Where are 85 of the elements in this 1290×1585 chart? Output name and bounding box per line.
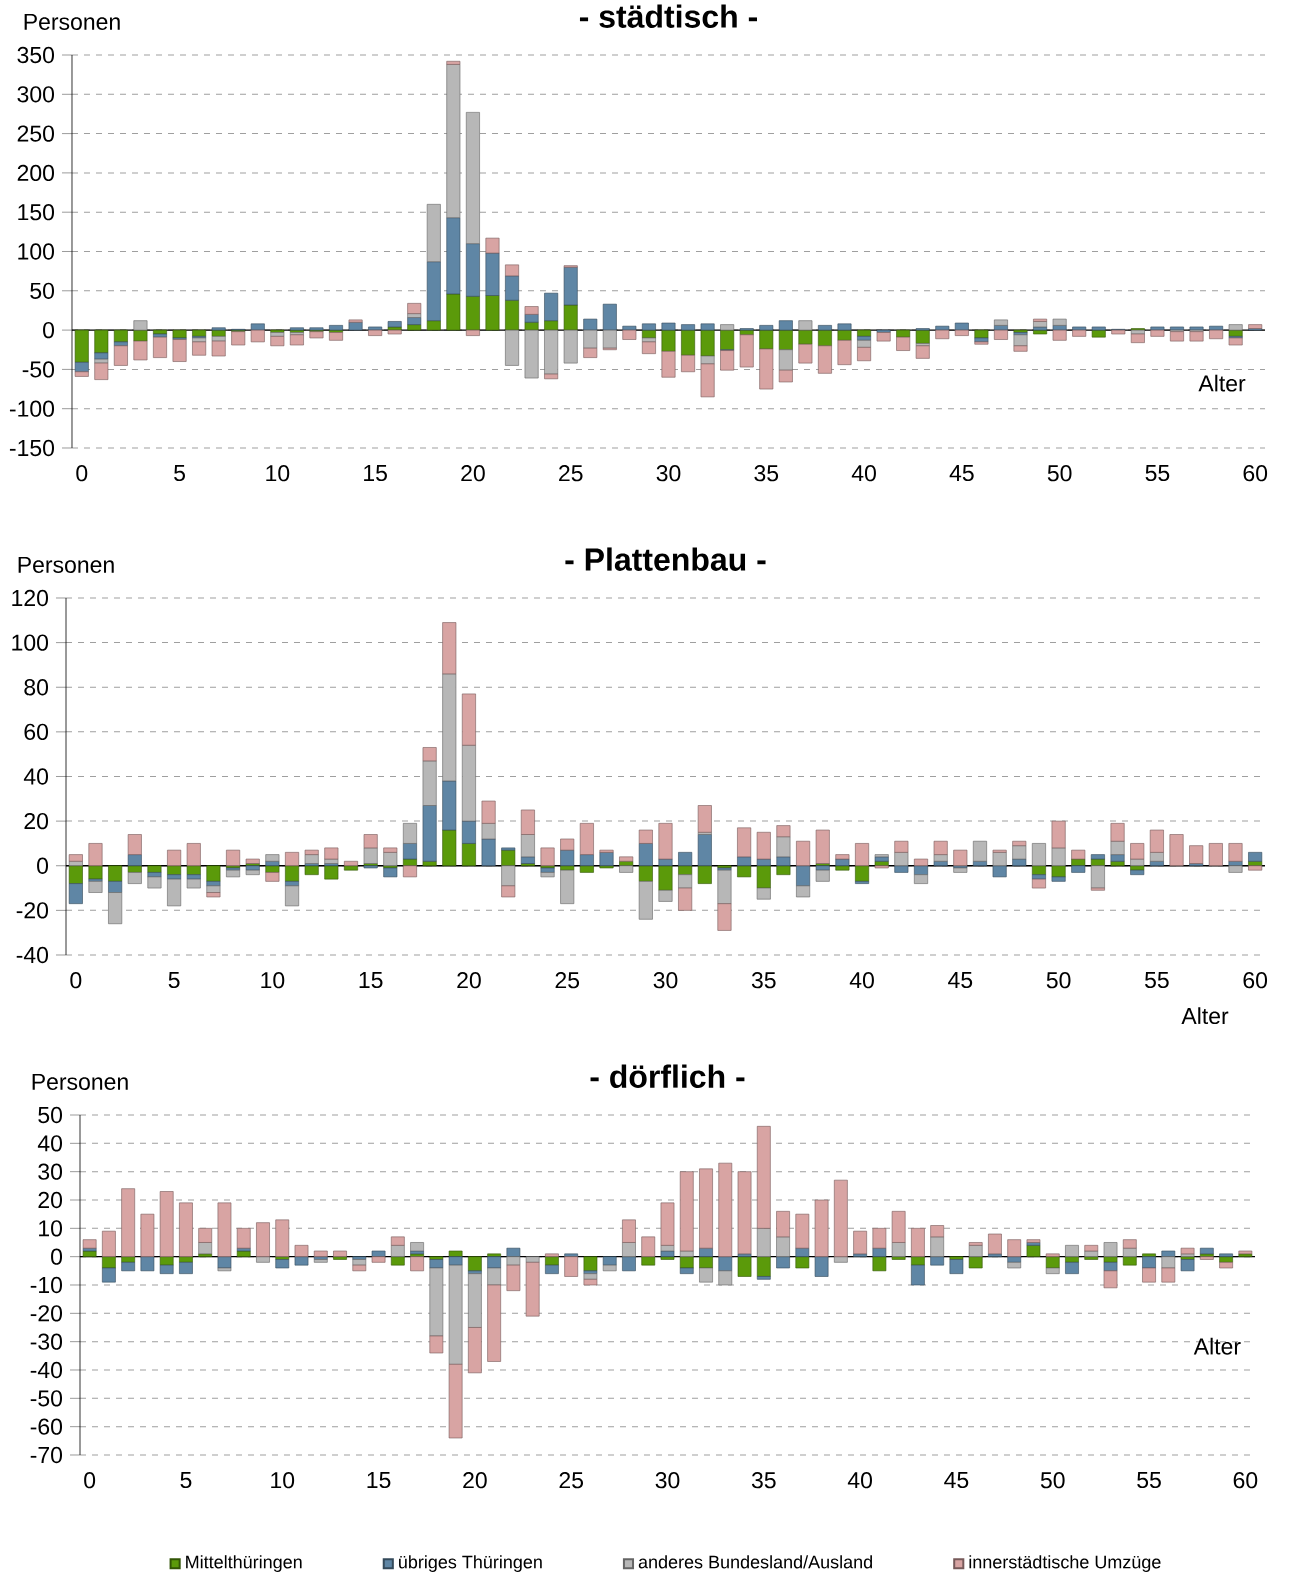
chart-title: - Plattenbau - bbox=[565, 547, 766, 571]
x-tick-label: 35 bbox=[754, 465, 779, 482]
x-tick-label: 5 bbox=[168, 972, 180, 989]
x-tick-label: 25 bbox=[559, 1472, 583, 1489]
x-tick-label: 50 bbox=[1046, 972, 1071, 989]
x-axis-title: Alter bbox=[1198, 374, 1246, 392]
y-tick-label: -60 bbox=[30, 1418, 63, 1435]
x-tick-label: 50 bbox=[1047, 465, 1072, 482]
x-tick-label: 0 bbox=[84, 1472, 96, 1489]
x-tick-label: 40 bbox=[849, 972, 874, 989]
chart-title: - städtisch - bbox=[579, 4, 757, 28]
y-tick-label: 250 bbox=[17, 125, 55, 142]
x-tick-label: 10 bbox=[271, 1472, 295, 1489]
x-tick-label: 0 bbox=[70, 972, 82, 989]
chart-title: - dörflich - bbox=[590, 1064, 745, 1088]
x-tick-label: 5 bbox=[174, 465, 185, 482]
y-tick-label: -70 bbox=[30, 1446, 63, 1464]
x-tick-label: 20 bbox=[463, 1472, 487, 1489]
y-tick-label: -50 bbox=[30, 1390, 63, 1407]
x-tick-label: 55 bbox=[1137, 1472, 1161, 1489]
x-tick-label: 50 bbox=[1040, 1472, 1065, 1489]
x-axis-title: Alter bbox=[1193, 1337, 1241, 1355]
y-tick-label: 50 bbox=[30, 282, 55, 299]
y-tick-label: 200 bbox=[17, 164, 55, 182]
y-axis-title: Personen bbox=[32, 1073, 128, 1090]
y-tick-label: -150 bbox=[9, 439, 55, 457]
y-tick-label: 10 bbox=[39, 1220, 63, 1237]
y-tick-label: 40 bbox=[23, 768, 49, 785]
y-tick-label: -20 bbox=[16, 902, 49, 919]
x-tick-label: 15 bbox=[367, 1472, 391, 1489]
y-tick-label: -20 bbox=[30, 1305, 63, 1322]
x-tick-label: 30 bbox=[653, 972, 678, 989]
x-tick-label: 55 bbox=[1145, 465, 1170, 482]
legend-label: Mittelthüringen bbox=[186, 1555, 302, 1572]
y-tick-label: 50 bbox=[38, 1106, 63, 1124]
x-tick-label: 10 bbox=[261, 972, 285, 989]
x-tick-label: 25 bbox=[559, 465, 583, 482]
x-tick-label: 60 bbox=[1243, 972, 1268, 989]
y-tick-label: -100 bbox=[9, 400, 55, 417]
x-tick-label: 55 bbox=[1145, 972, 1169, 989]
y-tick-label: -40 bbox=[30, 1361, 63, 1379]
y-tick-label: 150 bbox=[18, 204, 55, 221]
y-tick-label: 40 bbox=[37, 1135, 63, 1152]
x-tick-label: 60 bbox=[1233, 1472, 1258, 1489]
x-tick-label: 45 bbox=[948, 972, 973, 989]
y-tick-label: 20 bbox=[38, 1191, 63, 1209]
y-axis-title: Personen bbox=[18, 556, 114, 573]
y-tick-label: 300 bbox=[17, 86, 55, 103]
x-tick-label: 0 bbox=[76, 465, 88, 482]
y-tick-label: 60 bbox=[24, 723, 49, 741]
y-tick-label: 350 bbox=[17, 46, 55, 64]
x-tick-label: 40 bbox=[851, 465, 876, 482]
y-tick-label: -10 bbox=[30, 1276, 63, 1294]
x-tick-label: 25 bbox=[555, 972, 580, 989]
x-tick-label: 20 bbox=[461, 465, 485, 482]
x-tick-label: 30 bbox=[655, 1472, 680, 1489]
y-tick-label: 120 bbox=[12, 589, 49, 607]
y-tick-label: 20 bbox=[24, 812, 49, 830]
y-tick-label: -40 bbox=[16, 946, 49, 964]
y-tick-label: 0 bbox=[51, 1248, 63, 1265]
y-tick-label: 100 bbox=[18, 243, 55, 260]
y-tick-label: 30 bbox=[38, 1163, 63, 1180]
legend-label: anderes Bundesland/Ausland bbox=[638, 1555, 872, 1569]
x-tick-label: 15 bbox=[359, 972, 383, 989]
x-tick-label: 10 bbox=[266, 465, 290, 482]
y-tick-label: 0 bbox=[37, 857, 49, 874]
legend-label: innerstädtische Umzüge bbox=[969, 1555, 1161, 1572]
x-tick-label: 35 bbox=[751, 972, 776, 989]
x-tick-label: 20 bbox=[457, 972, 481, 989]
y-tick-label: 100 bbox=[12, 634, 49, 651]
x-tick-label: 40 bbox=[847, 1472, 872, 1489]
y-tick-label: 0 bbox=[43, 321, 55, 339]
x-axis-title: Alter bbox=[1181, 1007, 1229, 1025]
y-tick-label: -50 bbox=[22, 361, 55, 378]
x-tick-label: 45 bbox=[944, 1472, 969, 1489]
x-tick-label: 5 bbox=[180, 1472, 192, 1489]
x-tick-label: 35 bbox=[751, 1472, 776, 1489]
y-tick-label: 80 bbox=[24, 679, 49, 696]
y-tick-label: -30 bbox=[30, 1333, 63, 1350]
x-tick-label: 15 bbox=[364, 465, 387, 482]
y-axis-title: Personen bbox=[24, 13, 120, 30]
legend-label: übriges Thüringen bbox=[399, 1555, 542, 1572]
x-tick-label: 30 bbox=[656, 465, 681, 482]
x-tick-label: 45 bbox=[949, 465, 974, 482]
x-tick-label: 60 bbox=[1243, 465, 1268, 482]
